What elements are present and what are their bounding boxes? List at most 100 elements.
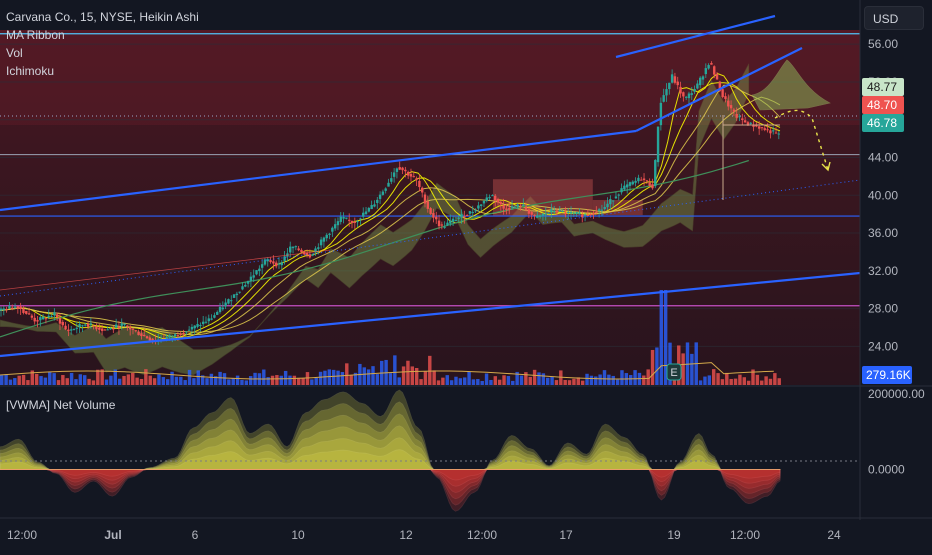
candle-body [729, 105, 733, 109]
candle-body [190, 326, 194, 330]
candle-body [673, 76, 677, 83]
volume-bar [463, 377, 467, 385]
volume-bar [563, 380, 567, 385]
candle-body [429, 208, 432, 214]
volume-bar [484, 373, 489, 385]
indicator-vol[interactable]: Vol [6, 46, 23, 60]
volume-bar [642, 375, 646, 385]
candle-body [721, 89, 724, 98]
volume-bar [502, 375, 506, 385]
indicator-ichimoku[interactable]: Ichimoku [6, 64, 55, 78]
candle-body [763, 128, 766, 130]
candle-body [350, 220, 354, 224]
candle-body [305, 252, 309, 256]
candle-body [665, 89, 668, 96]
volume-bar [366, 369, 371, 385]
candle-body [249, 276, 253, 281]
candle-body [171, 336, 174, 338]
candle-body [538, 215, 542, 217]
earnings-marker-box[interactable] [666, 363, 682, 381]
volume-bar [388, 373, 393, 385]
candle-body [27, 313, 31, 315]
volume-bar [214, 376, 218, 385]
candle-body [443, 226, 446, 228]
candle-body [718, 81, 722, 91]
candle-body [738, 116, 741, 118]
time-axis[interactable]: 12:00 Jul 6 10 12 12:00 17 19 12:00 24 [7, 528, 841, 542]
candle-body [777, 133, 781, 135]
volume-bar [34, 373, 39, 385]
currency-button[interactable]: USD [864, 6, 924, 30]
net-volume-axis[interactable]: 200000.00 0.0000 [868, 387, 925, 477]
volume-bar [506, 376, 511, 385]
candle-body [207, 318, 210, 322]
indicator-ma-ribbon[interactable]: MA Ribbon [6, 28, 65, 42]
candle-body [165, 337, 168, 339]
time-tick-label: 17 [559, 528, 573, 542]
net-volume-pane-bg[interactable] [0, 387, 860, 515]
candle-body [698, 77, 702, 86]
volume-bar [419, 379, 423, 385]
candle-body [47, 315, 50, 318]
candle-body [266, 259, 269, 262]
candle-body [567, 211, 570, 214]
volume-bar [183, 380, 187, 385]
candle-body [44, 318, 48, 320]
candle-body [468, 211, 472, 214]
candle-body [55, 314, 59, 318]
projection-cloud [751, 59, 831, 172]
earnings-marker-label[interactable]: E [670, 367, 677, 379]
net-volume-title[interactable]: [VWMA] Net Volume [6, 398, 116, 412]
candle-body [319, 239, 323, 246]
volume-bar [0, 375, 4, 385]
volume-bar [327, 369, 332, 385]
candle-body [204, 321, 208, 323]
candle-body [131, 328, 135, 330]
volume-bar [594, 376, 598, 385]
candle-body [314, 248, 317, 253]
candle-body [555, 210, 559, 213]
candle-body [92, 325, 95, 327]
volume-bar [537, 372, 541, 385]
volume-bar [21, 374, 26, 385]
candle-body [485, 197, 488, 201]
volume-bar [283, 370, 288, 385]
volume-bar [410, 366, 415, 385]
candle-body [148, 337, 152, 341]
candle-body [662, 95, 665, 102]
earnings-event[interactable]: E [666, 363, 682, 381]
volume-bar [288, 375, 292, 385]
volume-bar [87, 378, 91, 385]
net-volume-positive-wave [0, 401, 781, 470]
volume-bar [685, 342, 690, 385]
candle-body [670, 74, 674, 83]
candle-body [123, 323, 126, 326]
volume-bar [628, 375, 633, 385]
volume-bar [69, 372, 74, 385]
candle-body [387, 182, 390, 187]
candle-body [446, 222, 449, 226]
volume-bar [109, 375, 113, 385]
candle-body [297, 248, 300, 251]
price-tick-label: 44.00 [868, 151, 898, 165]
volume-bar [738, 374, 742, 385]
candle-body [333, 224, 337, 229]
time-tick-label: 12:00 [467, 528, 497, 542]
candle-body [294, 246, 298, 248]
symbol-title[interactable]: Carvana Co., 15, NYSE, Heikin Ashi [6, 10, 199, 24]
volume-bar [720, 379, 725, 385]
volume-bar [345, 363, 349, 385]
candle-body [128, 327, 132, 330]
candle-body [173, 334, 177, 337]
candle-body [707, 65, 710, 69]
volume-bar [567, 380, 572, 385]
price-label-text: 48.70 [867, 98, 897, 112]
candle-body [291, 246, 295, 249]
time-tick-label: 6 [192, 528, 199, 542]
candle-body [642, 178, 646, 181]
volume-bar [725, 372, 729, 385]
volume-bar [43, 377, 48, 385]
volume-bar [301, 378, 305, 385]
